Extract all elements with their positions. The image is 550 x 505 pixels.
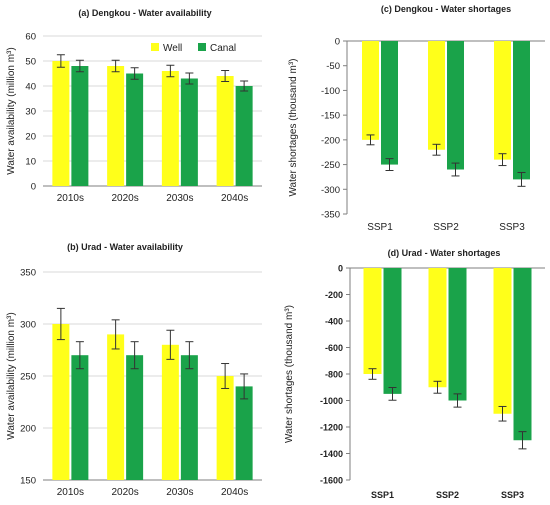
y-tick-label: -250 [321,160,340,171]
bar-canal-2040s [236,386,253,480]
bar-well-2040s [217,376,234,480]
x-tick-label: SSP3 [499,222,525,233]
y-tick-label: 0 [338,264,343,274]
y-axis-label-text: Water shortages (thousand m³) [284,305,295,443]
bar-well-ssp3 [494,41,511,160]
bar-canal-ssp1 [384,268,402,394]
bar-canal-2020s [126,355,143,480]
bar-well-ssp1 [362,41,379,140]
x-tick-label: 2020s [112,193,139,204]
y-tick-label: -50 [326,61,340,72]
y-axis-label: Water shortages (thousand m³) [288,58,299,196]
y-tick-label: 150 [20,476,36,487]
legend-swatch-well [151,43,159,51]
y-tick-label: -400 [325,317,343,327]
bar-well-ssp3 [494,268,512,414]
bar-well-ssp2 [428,41,445,150]
x-tick-label: SSP2 [433,222,459,233]
y-tick-label: -1000 [320,396,343,406]
y-tick-label: -300 [321,185,340,196]
chart-title: (d) Urad - Water shortages [388,248,501,258]
bar-canal-ssp3 [514,268,532,440]
bar-canal-ssp2 [449,268,467,401]
y-tick-label: 40 [25,82,36,93]
y-tick-label: 200 [20,424,36,435]
chart-panel-3: (d) Urad - Water shortages 0 -200 -400 -600 -… [284,248,545,500]
bar-well-ssp1 [364,268,382,374]
y-tick-label: -350 [321,210,340,221]
bar-canal-2040s [236,86,253,186]
y-axis-label-text: Water shortages (thousand m³) [288,58,299,196]
y-tick-label: 0 [335,37,340,48]
x-tick-label: 2030s [166,487,193,498]
y-tick-label: 300 [20,320,36,331]
x-tick-label: 2010s [57,487,84,498]
y-tick-label: -1400 [320,449,343,459]
y-tick-label: 350 [20,268,36,279]
y-tick-label: 50 [25,57,36,68]
legend-swatch-canal [198,43,206,51]
bar-well-2020s [107,334,124,480]
y-axis-label-text: Water availability (million m³) [6,47,17,174]
bar-canal-2030s [181,79,198,187]
y-tick-label: 20 [25,132,36,143]
y-tick-label: -1200 [320,423,343,433]
bar-well-ssp2 [429,268,447,387]
bar-well-2010s [52,324,69,480]
y-tick-label: -800 [325,370,343,380]
x-tick-label: SSP1 [371,490,394,500]
x-tick-label: SSP3 [501,490,524,500]
y-tick-label: 10 [25,157,36,168]
x-tick-label: 2040s [221,487,248,498]
x-tick-label: SSP1 [367,222,393,233]
chart-panel-1: (b) Urad - Water availability 150 200 250 30… [6,242,262,498]
bar-canal-2030s [181,355,198,480]
y-tick-label: -200 [321,135,340,146]
y-tick-label: -200 [325,290,343,300]
bar-canal-ssp3 [513,41,530,179]
legend-label-well: Well [163,43,182,54]
bar-well-2010s [52,61,69,186]
chart-panel-0: (a) Dengkou - Water availability 0 10 20 30 4… [6,8,262,204]
bar-well-2030s [162,345,179,480]
y-tick-label: -600 [325,343,343,353]
x-tick-label: 2010s [57,193,84,204]
y-tick-label: -1600 [320,476,343,486]
bar-canal-2010s [71,355,88,480]
bar-well-2040s [217,76,234,186]
x-tick-label: SSP2 [436,490,459,500]
legend: Well Canal [151,43,236,54]
x-tick-label: 2020s [112,487,139,498]
chart-title: (a) Dengkou - Water availability [78,8,211,18]
y-tick-label: 60 [25,32,36,43]
y-axis-label: Water availability (million m³) [6,312,17,439]
y-tick-label: 250 [20,372,36,383]
y-tick-label: 30 [25,107,36,118]
x-tick-label: 2030s [166,193,193,204]
chart-title: (c) Dengkou - Water shortages [381,4,511,14]
bar-canal-2020s [126,74,143,187]
bar-well-2030s [162,71,179,186]
y-tick-label: 0 [31,182,36,193]
bar-canal-ssp1 [381,41,398,165]
legend-label-canal: Canal [210,43,236,54]
bar-canal-ssp2 [447,41,464,170]
y-tick-label: -100 [321,86,340,97]
chart-panel-2: (c) Dengkou - Water shortages 0 -50 -100 -15… [288,4,545,233]
chart-title: (b) Urad - Water availability [67,242,183,252]
bar-well-2020s [107,66,124,186]
bar-canal-2010s [71,66,88,186]
x-tick-label: 2040s [221,193,248,204]
y-axis-label-text: Water availability (million m³) [6,312,17,439]
y-axis-label: Water shortages (thousand m³) [284,305,295,443]
y-tick-label: -150 [321,111,340,122]
y-axis-label: Water availability (million m³) [6,47,17,174]
